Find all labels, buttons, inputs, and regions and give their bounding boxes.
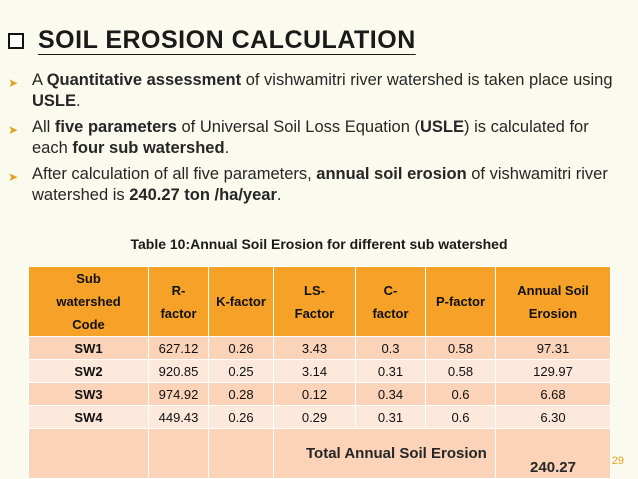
cell-code: SW2: [28, 359, 149, 383]
arrow-bullet-icon: ➤: [8, 123, 19, 137]
table-row: SW2 920.85 0.25 3.14 0.31 0.58 129.97: [28, 359, 611, 383]
cell-ls: 3.43: [273, 336, 356, 360]
bullet-text: After calculation of all five parameters…: [32, 165, 608, 204]
bullet-item: ➤ After calculation of all five paramete…: [8, 164, 628, 206]
cell-ls: 0.12: [273, 382, 356, 406]
bullet-list: ➤ A Quantitative assessment of vishwamit…: [8, 70, 628, 211]
bullet-text: A Quantitative assessment of vishwamitri…: [32, 71, 613, 110]
bullet-item: ➤ All five parameters of Universal Soil …: [8, 117, 628, 159]
cell-p: 0.58: [425, 359, 496, 383]
total-label: Total Annual Soil Erosion: [273, 428, 496, 479]
cell-ls: 3.14: [273, 359, 356, 383]
cell-k: 0.28: [208, 382, 274, 406]
total-empty-cell: [28, 428, 149, 479]
cell-k: 0.25: [208, 359, 274, 383]
cell-c: 0.31: [355, 405, 426, 429]
cell-k: 0.26: [208, 405, 274, 429]
total-value: 240.27: [495, 428, 611, 479]
page-number: 29: [611, 455, 624, 467]
header-code: Sub watershed Code: [28, 266, 149, 337]
table-row: SW1 627.12 0.26 3.43 0.3 0.58 97.31: [28, 336, 611, 360]
cell-r: 627.12: [148, 336, 209, 360]
cell-p: 0.6: [425, 382, 496, 406]
total-row: Total Annual Soil Erosion 240.27: [28, 428, 611, 479]
header-ls-factor: LS-Factor: [273, 266, 356, 337]
table-caption: Table 10:Annual Soil Erosion for differe…: [130, 236, 508, 252]
table-row: SW4 449.43 0.26 0.29 0.31 0.6 6.30: [28, 405, 611, 429]
erosion-table: Sub watershed Code R-factor K-factor LS-…: [28, 266, 611, 479]
total-empty-cell: [208, 428, 274, 479]
bullet-item: ➤ A Quantitative assessment of vishwamit…: [8, 70, 628, 112]
table-header-row: Sub watershed Code R-factor K-factor LS-…: [28, 266, 611, 337]
cell-k: 0.26: [208, 336, 274, 360]
arrow-bullet-icon: ➤: [8, 76, 19, 90]
header-c-factor: C-factor: [355, 266, 426, 337]
cell-r: 920.85: [148, 359, 209, 383]
cell-c: 0.34: [355, 382, 426, 406]
cell-ls: 0.29: [273, 405, 356, 429]
header-r-factor: R-factor: [148, 266, 209, 337]
cell-c: 0.3: [355, 336, 426, 360]
slide-title: SOIL EROSION CALCULATION: [38, 26, 416, 54]
header-annual-erosion: Annual Soil Erosion: [495, 266, 611, 337]
cell-erosion: 6.68: [495, 382, 611, 406]
total-empty-cell: [148, 428, 209, 479]
title-row: SOIL EROSION CALCULATION: [8, 26, 416, 55]
cell-erosion: 97.31: [495, 336, 611, 360]
cell-code: SW4: [28, 405, 149, 429]
cell-code: SW3: [28, 382, 149, 406]
header-p-factor: P-factor: [425, 266, 496, 337]
cell-p: 0.6: [425, 405, 496, 429]
cell-code: SW1: [28, 336, 149, 360]
cell-c: 0.31: [355, 359, 426, 383]
bullet-text: All five parameters of Universal Soil Lo…: [32, 118, 589, 157]
arrow-bullet-icon: ➤: [8, 170, 19, 184]
cell-erosion: 129.97: [495, 359, 611, 383]
cell-r: 449.43: [148, 405, 209, 429]
table-row: SW3 974.92 0.28 0.12 0.34 0.6 6.68: [28, 382, 611, 406]
cell-erosion: 6.30: [495, 405, 611, 429]
cell-r: 974.92: [148, 382, 209, 406]
header-k-factor: K-factor: [208, 266, 274, 337]
checkbox-bullet-icon: [8, 32, 24, 49]
cell-p: 0.58: [425, 336, 496, 360]
